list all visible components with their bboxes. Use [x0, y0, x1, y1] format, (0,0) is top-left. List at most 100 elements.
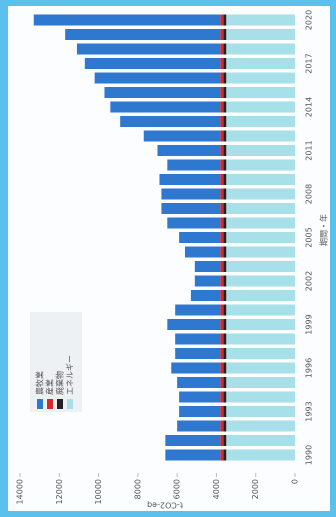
bar-segment — [220, 203, 224, 214]
bar-segment — [220, 159, 224, 171]
bar-segment — [161, 203, 221, 214]
bar-segment — [220, 449, 224, 461]
bar-segment — [226, 29, 295, 40]
x-tick-label: 2017 — [305, 53, 314, 73]
bar-segment — [226, 58, 295, 69]
x-tick-label: 2014 — [305, 97, 314, 117]
bar-segment — [223, 159, 227, 171]
bar-segment — [223, 116, 227, 127]
bar-segment — [220, 304, 224, 316]
bar-segment — [223, 29, 227, 40]
bar-segment — [226, 87, 295, 98]
bar-segment — [226, 43, 295, 55]
x-tick-label: 1993 — [305, 401, 314, 421]
bar-segment — [110, 101, 221, 113]
bar-segment — [223, 290, 227, 301]
bar-segment — [226, 449, 295, 461]
bar-segment — [226, 304, 295, 316]
bar-segment — [177, 420, 221, 432]
bar-segment — [220, 348, 224, 359]
bar-segment — [220, 362, 224, 374]
bar-segment — [220, 232, 224, 243]
bar-segment — [220, 333, 224, 345]
bar-segment — [226, 174, 295, 185]
bar-segment — [179, 232, 221, 243]
x-tick-label: 2020 — [305, 10, 314, 30]
bar-segment — [223, 377, 227, 388]
bar-segment — [220, 87, 224, 98]
bar-segment — [220, 58, 224, 69]
bar-segment — [220, 406, 224, 417]
bar-segment — [226, 72, 295, 84]
bar-segment — [223, 58, 227, 69]
bar-segment — [223, 203, 227, 214]
x-tick-label: 1996 — [305, 358, 314, 378]
bar-segment — [226, 261, 295, 272]
x-tick-label: 2002 — [305, 271, 314, 291]
bar-segment — [226, 275, 295, 287]
legend-swatch — [37, 399, 43, 409]
bar-segment — [223, 261, 227, 272]
bar-segment — [157, 145, 221, 156]
bar-segment — [226, 290, 295, 301]
bar-segment — [220, 43, 224, 55]
bar-segment — [104, 87, 221, 98]
bar-segment — [220, 130, 224, 142]
plot: t-CO2-eq 期間・年 0 2000 4000 6000 8000 10000 1200… — [16, 10, 329, 510]
bar-segment — [220, 319, 224, 330]
bar-segment — [220, 435, 224, 446]
bar-segment — [220, 391, 224, 403]
bar-segment — [167, 217, 221, 229]
bar-segment — [220, 217, 224, 229]
bar-segment — [84, 58, 221, 69]
x-tick-label: 2005 — [305, 227, 314, 247]
bar-segment — [226, 14, 295, 26]
bar-segment — [223, 130, 227, 142]
bar-segment — [226, 188, 295, 200]
bar-segment — [179, 406, 221, 417]
bar-segment — [171, 362, 221, 374]
bar-segment — [223, 232, 227, 243]
bar-segment — [220, 188, 224, 200]
bar-segment — [223, 145, 227, 156]
bar-segment — [220, 14, 224, 26]
y-axis-title: t-CO2-eq — [147, 501, 183, 510]
bar-segment — [223, 217, 227, 229]
bar-segment — [220, 145, 224, 156]
bar-segment — [226, 406, 295, 417]
bar-segment — [177, 377, 221, 388]
bar-segment — [226, 362, 295, 374]
bar-segment — [226, 130, 295, 142]
bar-segment — [33, 14, 221, 26]
x-tick-label: 1999 — [305, 314, 314, 334]
bar-segment — [175, 333, 221, 345]
bar-segment — [223, 101, 227, 113]
y-tick-label: 4000 — [212, 479, 221, 499]
bar-segment — [94, 72, 221, 84]
bar-segment — [185, 246, 221, 258]
bar-segment — [194, 261, 221, 272]
bar-segment — [223, 449, 227, 461]
legend-label: 農牧業 — [35, 371, 45, 395]
legend-label: エネルギー — [66, 355, 75, 395]
bar-segment — [220, 29, 224, 40]
bar-segment — [220, 116, 224, 127]
bar-segment — [223, 72, 227, 84]
bar-segment — [220, 420, 224, 432]
x-tick-label: 1990 — [305, 445, 314, 465]
bar-segment — [226, 348, 295, 359]
bar-segment — [223, 362, 227, 374]
y-tick-label: 2000 — [251, 479, 260, 499]
y-tick-label: 0 — [291, 479, 300, 484]
legend-label: 産業 — [45, 379, 55, 395]
bar-segment — [167, 159, 221, 171]
bar-segment — [161, 188, 221, 200]
x-axis-title: 期間・年 — [319, 214, 329, 246]
bar-segment — [226, 420, 295, 432]
bar-segment — [194, 275, 221, 287]
bar-segment — [223, 43, 227, 55]
bar-segment — [167, 319, 221, 330]
bar-segment — [120, 116, 221, 127]
bar-segment — [226, 232, 295, 243]
